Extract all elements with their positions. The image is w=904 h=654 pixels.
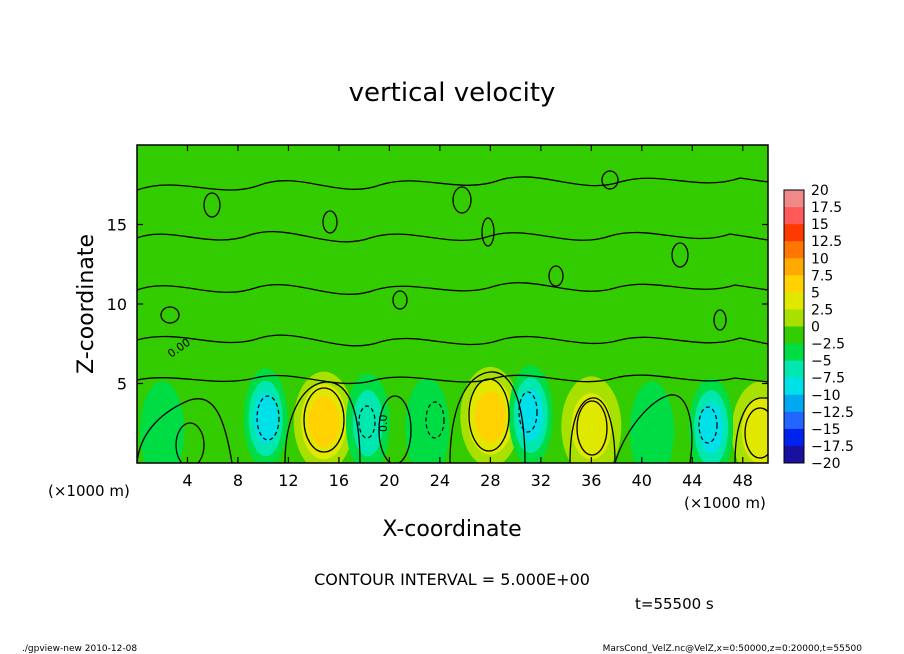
colorbar-label: −17.5 xyxy=(811,439,854,455)
x-tick-label: 20 xyxy=(379,471,399,490)
colorbar-label: 10 xyxy=(811,251,829,267)
x-tick-label: 44 xyxy=(682,471,702,490)
x-tick-label: 16 xyxy=(329,471,349,490)
colorbar-segment xyxy=(784,224,804,242)
colorbar-label: 7.5 xyxy=(811,268,833,284)
x-unit-label-right: (×1000 m) xyxy=(684,494,766,512)
colorbar-segment xyxy=(784,258,804,276)
downdraft-cell xyxy=(140,381,184,481)
footer-left: ./gpview-new 2010-12-08 xyxy=(22,644,137,654)
x-tick-label: 8 xyxy=(233,471,243,490)
x-tick-label: 40 xyxy=(632,471,652,490)
plot-background xyxy=(137,145,768,463)
colorbar-segment xyxy=(784,241,804,259)
colorbar-label: −5 xyxy=(811,354,832,370)
colorbar-label: −12.5 xyxy=(811,405,854,421)
updraft-cell xyxy=(308,396,339,447)
x-tick-label: 36 xyxy=(581,471,601,490)
downdraft-cell xyxy=(519,390,543,441)
x-tick-label: 32 xyxy=(531,471,551,490)
updraft-cell xyxy=(475,391,506,442)
x-tick-label: 48 xyxy=(733,471,753,490)
plot-area: 0.00 0.0 xyxy=(137,145,792,481)
chart-title: vertical velocity xyxy=(349,78,556,108)
colorbar-label: 15 xyxy=(811,217,829,233)
colorbar-segment xyxy=(784,309,804,327)
y-tick-label: 15 xyxy=(107,216,127,235)
colorbar-label: 20 xyxy=(811,183,829,199)
colorbar-label: −15 xyxy=(811,422,841,438)
contour-label: 0.0 xyxy=(377,415,390,433)
y-tick-label: 5 xyxy=(117,375,127,394)
colorbar-segment xyxy=(784,327,804,345)
colorbar-segment xyxy=(784,378,804,396)
colorbar-segment xyxy=(784,412,804,430)
colorbar-label: 0 xyxy=(811,320,820,336)
x-tick-label: 4 xyxy=(182,471,192,490)
colorbar-segment xyxy=(784,446,804,464)
colorbar-label: 17.5 xyxy=(811,200,842,216)
x-tick-label: 12 xyxy=(278,471,298,490)
colorbar-label: −10 xyxy=(811,388,841,404)
colorbar-label: −2.5 xyxy=(811,337,845,353)
colorbar-segment xyxy=(784,207,804,225)
colorbar-segment xyxy=(784,275,804,293)
colorbar-segment xyxy=(784,292,804,310)
colorbar-label: 12.5 xyxy=(811,234,842,250)
colorbar-label: 2.5 xyxy=(811,302,833,318)
colorbar-label: 5 xyxy=(811,285,820,301)
footer-right: MarsCond_VelZ.nc@VelZ,x=0:50000,z=0:2000… xyxy=(603,644,863,654)
colorbar-segment xyxy=(784,361,804,379)
colorbar-label: −20 xyxy=(811,456,841,472)
y-axis-label: Z-coordinate xyxy=(74,234,99,374)
colorbar-segment xyxy=(784,190,804,208)
x-axis-label: X-coordinate xyxy=(382,517,521,542)
colorbar-label: −7.5 xyxy=(811,371,845,387)
colorbar-segment xyxy=(784,344,804,362)
x-unit-label-left: (×1000 m) xyxy=(48,482,130,500)
x-tick-label: 24 xyxy=(430,471,450,490)
colorbar-segment xyxy=(784,429,804,447)
contour-interval-text: CONTOUR INTERVAL = 5.000E+00 xyxy=(314,570,590,589)
time-label: t=55500 s xyxy=(635,595,714,613)
colorbar-segment xyxy=(784,395,804,413)
x-tick-label: 28 xyxy=(480,471,500,490)
y-tick-label: 10 xyxy=(107,295,127,314)
